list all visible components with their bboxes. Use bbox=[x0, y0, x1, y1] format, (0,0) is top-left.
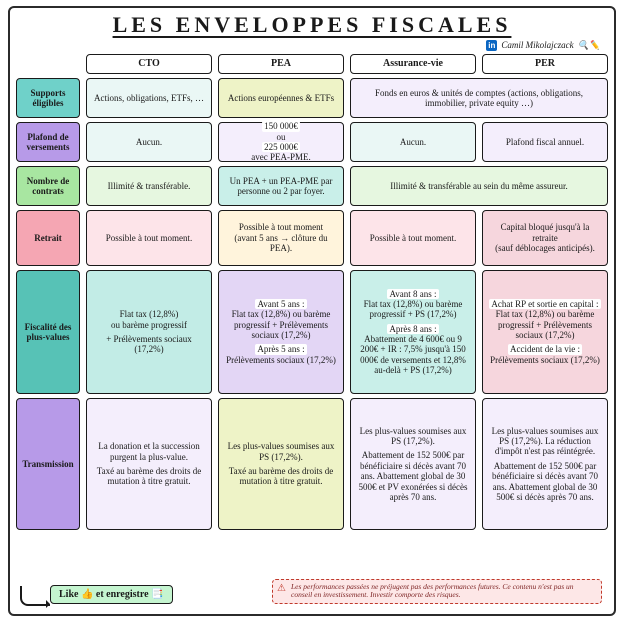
row-header: Transmission bbox=[16, 398, 80, 530]
cell: 150 000€ ou 225 000€ avec PEA-PME. bbox=[218, 122, 344, 162]
like-cta[interactable]: Like 👍 et enregistre 📑 bbox=[50, 585, 173, 605]
row-header: Nombre de contrats bbox=[16, 166, 80, 206]
cell: Capital bloqué jusqu'à la retraite(sauf … bbox=[482, 210, 608, 266]
cell: Les plus-values soumises aux PS (17,2%).… bbox=[218, 398, 344, 530]
column-header: Assurance-vie bbox=[350, 54, 476, 74]
cell: Possible à tout moment(avant 5 ans → clô… bbox=[218, 210, 344, 266]
cell: Flat tax (12,8%)ou barème progressif+ Pr… bbox=[86, 270, 212, 394]
cell: La donation et la succession purgent la … bbox=[86, 398, 212, 530]
cell: Aucun. bbox=[86, 122, 212, 162]
linkedin-icon: in bbox=[486, 40, 497, 51]
column-header: PEA bbox=[218, 54, 344, 74]
cell: Actions, obligations, ETFs, … bbox=[86, 78, 212, 118]
cell: Aucun. bbox=[350, 122, 476, 162]
author-name: Camil Mikolajczack bbox=[501, 40, 573, 50]
column-header: PER bbox=[482, 54, 608, 74]
row-header: Supports éligibles bbox=[16, 78, 80, 118]
footer: Like 👍 et enregistre 📑 bbox=[50, 585, 173, 605]
cell: Avant 5 ans :Flat tax (12,8%) ou barème … bbox=[218, 270, 344, 394]
row-header: Plafond de versements bbox=[16, 122, 80, 162]
cell: Actions européennes & ETFs bbox=[218, 78, 344, 118]
card-frame: LES ENVELOPPES FISCALES in Camil Mikolaj… bbox=[8, 6, 616, 616]
cell: Possible à tout moment. bbox=[350, 210, 476, 266]
row-header: Fiscalité des plus-values bbox=[16, 270, 80, 394]
like-label: Like 👍 et enregistre 📑 bbox=[59, 589, 164, 601]
cell: Illimité & transférable au sein du même … bbox=[350, 166, 608, 206]
disclaimer-text: Les performances passées ne préjugent pa… bbox=[291, 582, 574, 600]
cell: Possible à tout moment. bbox=[86, 210, 212, 266]
cell: Fonds en euros & unités de comptes (acti… bbox=[350, 78, 608, 118]
author-line: in Camil Mikolajczack 🔍✏️ bbox=[486, 40, 600, 51]
column-header: CTO bbox=[86, 54, 212, 74]
cell: Un PEA + un PEA-PME par personne ou 2 pa… bbox=[218, 166, 344, 206]
callout-arrow bbox=[20, 586, 50, 606]
author-tools-icon: 🔍✏️ bbox=[578, 40, 600, 50]
disclaimer-box: Les performances passées ne préjugent pa… bbox=[272, 579, 602, 604]
cell: Les plus-values soumises aux PS (17,2%).… bbox=[350, 398, 476, 530]
page-title: LES ENVELOPPES FISCALES bbox=[10, 12, 614, 37]
comparison-grid: CTO PEA Assurance-vie PER Supports éligibles… bbox=[16, 54, 608, 578]
cell: Achat RP et sortie en capital :Flat tax … bbox=[482, 270, 608, 394]
cell: Avant 8 ans :Flat tax (12,8%) ou barème … bbox=[350, 270, 476, 394]
row-header: Retrait bbox=[16, 210, 80, 266]
cell: Les plus-values soumises aux PS (17,2%).… bbox=[482, 398, 608, 530]
cell: Plafond fiscal annuel. bbox=[482, 122, 608, 162]
cell: Illimité & transférable. bbox=[86, 166, 212, 206]
